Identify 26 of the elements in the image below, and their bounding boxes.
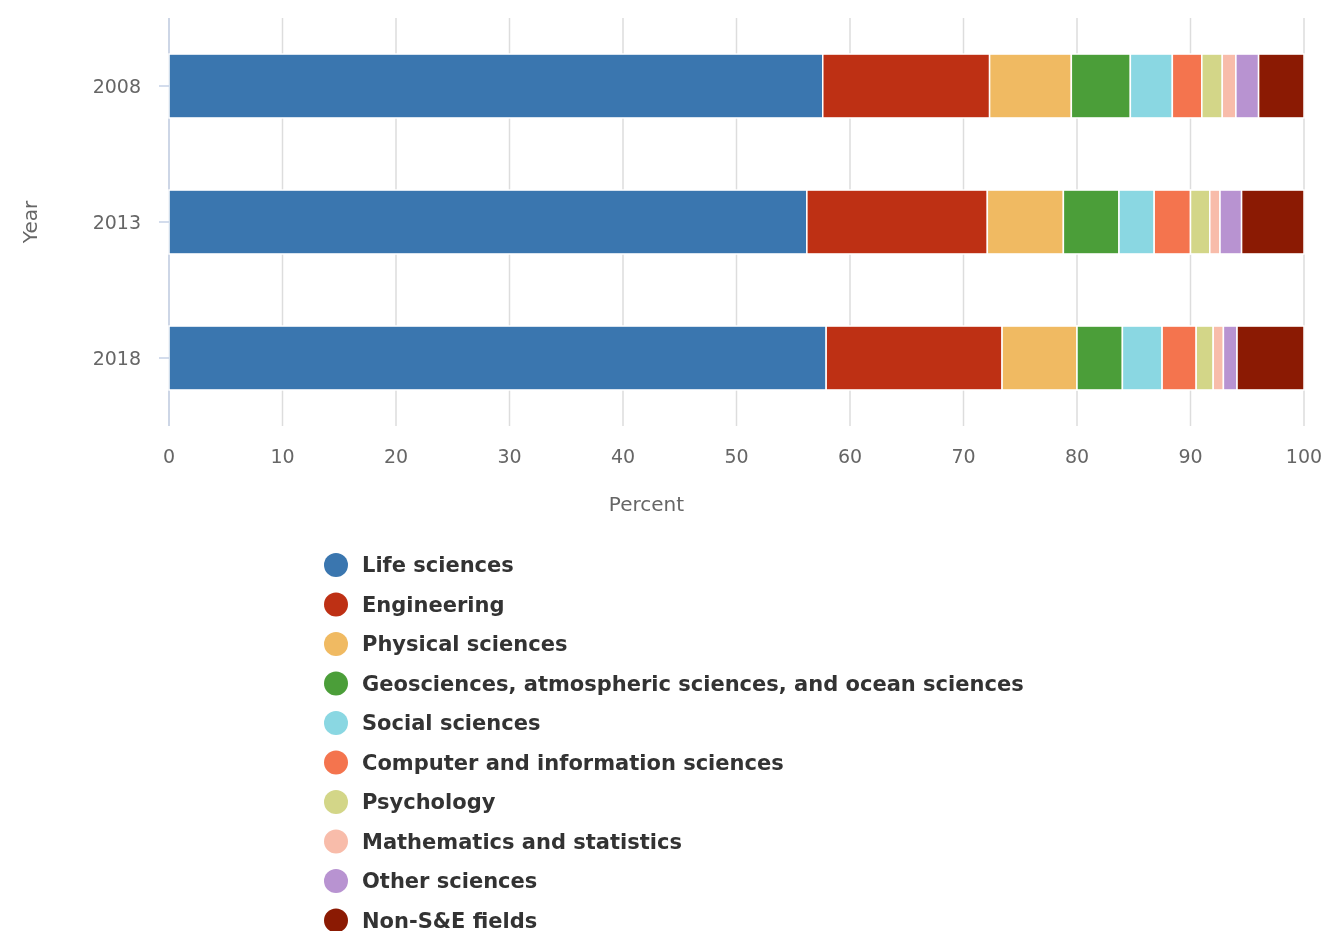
- x-tick-label: 50: [724, 445, 749, 467]
- legend-label: Social sciences: [362, 711, 541, 736]
- x-tick-label: 20: [383, 445, 409, 467]
- x-tick-label: 80: [1064, 445, 1090, 467]
- x-axis-title: Percent: [608, 492, 685, 516]
- x-tick-label: 40: [610, 445, 636, 467]
- legend-label: Geosciences, atmospheric sciences, and ocean sciences: [362, 671, 1024, 696]
- legend-label: Life sciences: [362, 553, 514, 578]
- x-tick-label: 60: [837, 445, 863, 467]
- y-tick-label: 2013: [92, 210, 141, 233]
- x-tick-label: 70: [951, 445, 976, 467]
- legend-label: Computer and information sciences: [362, 750, 784, 775]
- legend-label: Engineering: [362, 592, 505, 617]
- x-tick-label: 90: [1178, 445, 1203, 467]
- y-axis-title: Year: [18, 200, 42, 245]
- y-tick-label: 2018: [92, 346, 141, 369]
- legend-label: Psychology: [362, 790, 496, 815]
- x-tick-label: 30: [497, 445, 522, 467]
- legend-label: Non-S&E fields: [362, 908, 538, 933]
- x-tick-label: 10: [270, 445, 295, 467]
- legend-label: Mathematics and statistics: [362, 829, 682, 854]
- x-tick-label: 100: [1285, 445, 1323, 467]
- legend-label: Other sciences: [362, 869, 538, 894]
- y-tick-label: 2008: [92, 74, 141, 97]
- legend-label: Physical sciences: [362, 632, 568, 657]
- x-tick-label: 0: [162, 445, 176, 467]
